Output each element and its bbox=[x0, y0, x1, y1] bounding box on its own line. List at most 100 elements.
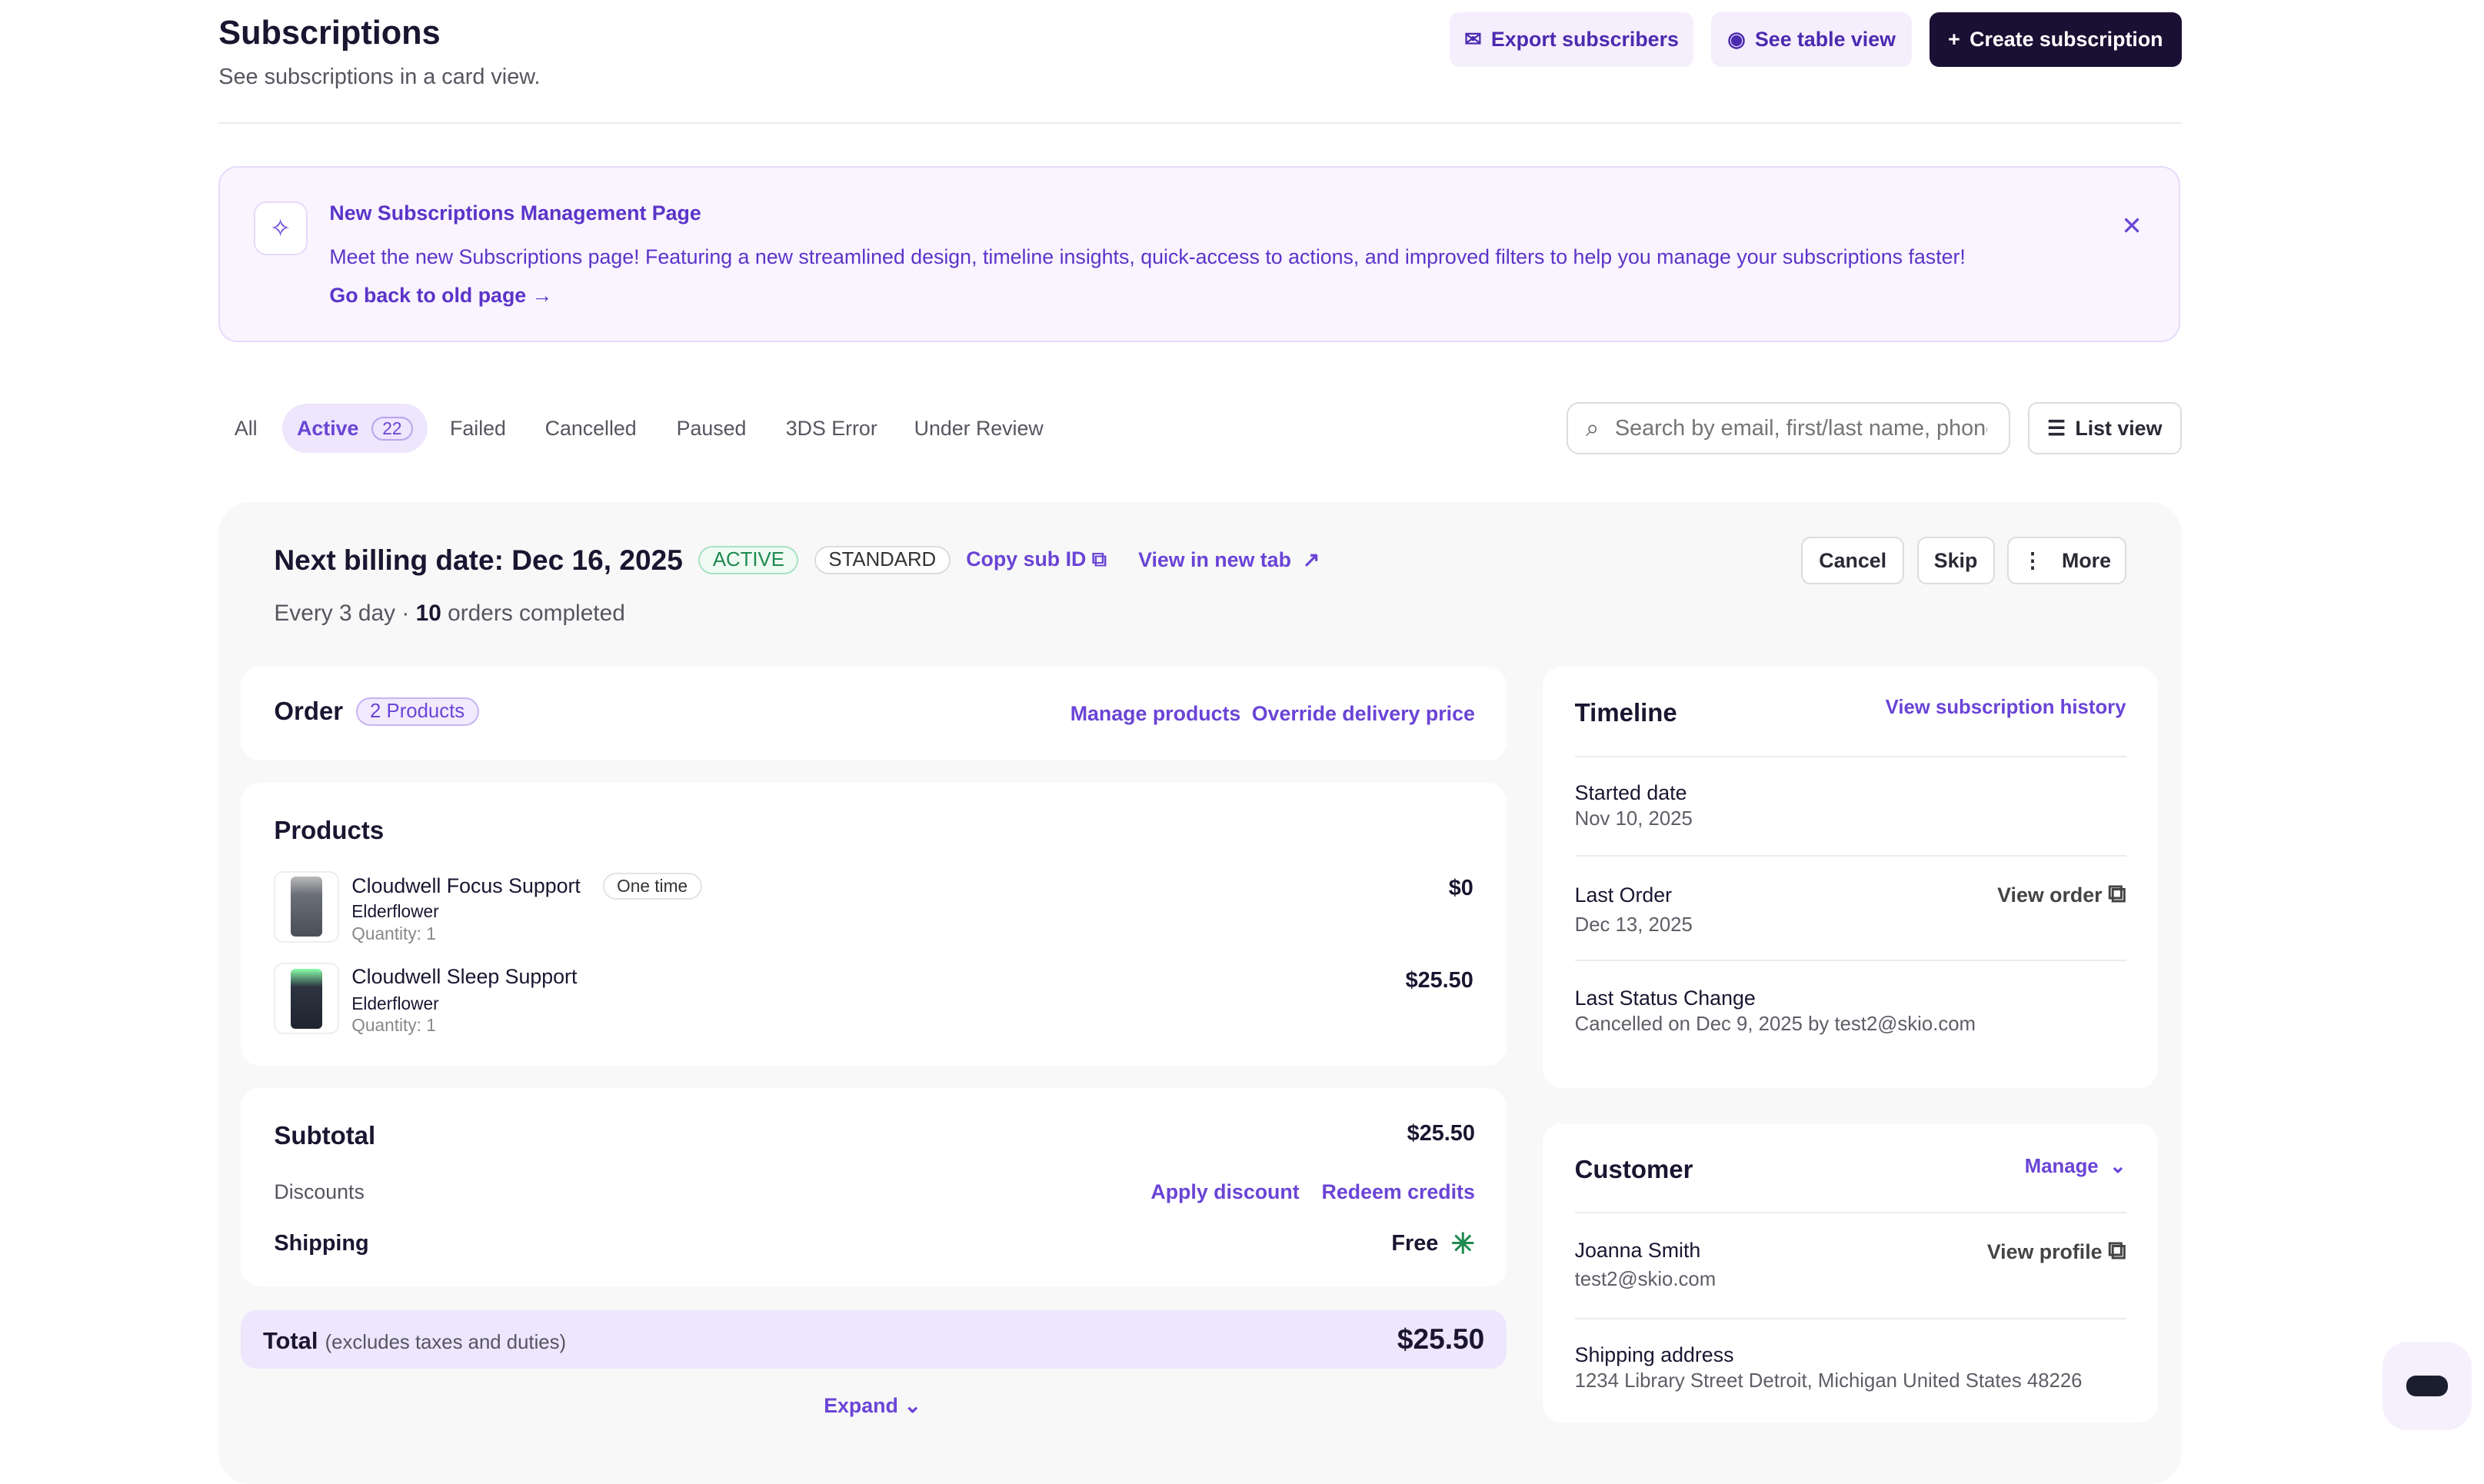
shipping-label: Shipping bbox=[274, 1230, 369, 1256]
products-count-badge: 2 Products bbox=[355, 697, 479, 726]
view-new-tab-link[interactable]: View in new tab ↗ bbox=[1138, 548, 1320, 572]
close-icon[interactable]: ✕ bbox=[2121, 211, 2143, 240]
more-button[interactable]: ⋮ More bbox=[2007, 537, 2126, 585]
frequency-line: Every 3 day · 10 orders completed bbox=[274, 600, 625, 626]
go-back-old-page-link[interactable]: Go back to old page → bbox=[329, 283, 553, 307]
product-image bbox=[274, 870, 339, 943]
banner-title: New Subscriptions Management Page bbox=[329, 201, 701, 225]
create-label: Create subscription bbox=[1970, 27, 2163, 51]
search-box[interactable]: ⌕ bbox=[1567, 402, 2011, 455]
chat-icon bbox=[2406, 1376, 2448, 1396]
tab-paused[interactable]: Paused bbox=[676, 416, 747, 440]
last-status-change: Cancelled on Dec 9, 2025 by test2@skio.c… bbox=[1574, 1013, 1976, 1036]
products-panel: Products Cloudwell Focus Support One time… bbox=[241, 782, 1507, 1066]
tab-all[interactable]: All bbox=[234, 416, 258, 440]
view-subscription-history-link[interactable]: View subscription history bbox=[1885, 697, 2126, 719]
chevron-down-icon: ⌄ bbox=[2109, 1155, 2126, 1177]
tab-under-review[interactable]: Under Review bbox=[914, 416, 1044, 440]
started-date-label: Started date bbox=[1574, 780, 1687, 804]
subtotal-panel: Subtotal $25.50 Discounts Apply discount… bbox=[241, 1088, 1507, 1286]
product-name: Cloudwell Sleep Support bbox=[351, 964, 578, 988]
list-view-label: List view bbox=[2075, 416, 2163, 440]
total-label: Total bbox=[262, 1327, 318, 1355]
subtotal-value: $25.50 bbox=[1407, 1121, 1475, 1146]
product-name: Cloudwell Focus Support bbox=[351, 874, 581, 898]
redeem-credits-link[interactable]: Redeem credits bbox=[1321, 1180, 1475, 1203]
tab-active[interactable]: Active 22 bbox=[281, 404, 428, 454]
view-order-label: View order bbox=[1997, 883, 2103, 907]
copy-sub-id-label: Copy sub ID bbox=[966, 547, 1087, 571]
skip-button[interactable]: Skip bbox=[1916, 537, 1995, 585]
product-variant: Elderflower bbox=[351, 901, 439, 922]
chevron-down-icon: ⌄ bbox=[904, 1393, 921, 1417]
create-subscription-button[interactable]: + Create subscription bbox=[1930, 12, 2182, 67]
total-bar: Total (excludes taxes and duties) $25.50 bbox=[241, 1309, 1507, 1369]
subtotal-label: Subtotal bbox=[274, 1121, 376, 1150]
total-value: $25.50 bbox=[1397, 1323, 1485, 1356]
total-note: (excludes taxes and duties) bbox=[325, 1332, 567, 1354]
expand-button[interactable]: Expand ⌄ bbox=[824, 1394, 921, 1418]
manage-label: Manage bbox=[2024, 1155, 2099, 1177]
started-date: Nov 10, 2025 bbox=[1574, 807, 1693, 830]
external-link-icon: ⧉ bbox=[2107, 879, 2126, 908]
manage-customer-button[interactable]: Manage ⌄ bbox=[2025, 1155, 2126, 1178]
status-badge: ACTIVE bbox=[698, 545, 799, 574]
export-label: Export subscribers bbox=[1490, 27, 1679, 51]
timeline-panel: Timeline View subscription history Start… bbox=[1543, 667, 2158, 1089]
more-label: More bbox=[2062, 548, 2111, 572]
chat-button[interactable] bbox=[2382, 1341, 2472, 1431]
timeline-title: Timeline bbox=[1574, 698, 1677, 727]
shipping-address: 1234 Library Street Detroit, Michigan Un… bbox=[1574, 1369, 2083, 1392]
orders-label: orders completed bbox=[448, 600, 625, 626]
apply-discount-link[interactable]: Apply discount bbox=[1150, 1180, 1300, 1203]
product-row: Cloudwell Sleep Support Elderflower Quan… bbox=[274, 961, 1473, 1040]
page-title: Subscriptions bbox=[218, 14, 441, 52]
product-variant: Elderflower bbox=[351, 993, 439, 1013]
product-image bbox=[274, 963, 339, 1035]
customer-title: Customer bbox=[1574, 1154, 1693, 1183]
copy-sub-id-link[interactable]: Copy sub ID ⧉ bbox=[966, 547, 1107, 572]
tab-active-count: 22 bbox=[371, 416, 413, 441]
tab-failed[interactable]: Failed bbox=[450, 416, 506, 440]
cancel-button[interactable]: Cancel bbox=[1801, 537, 1905, 585]
view-profile-link[interactable]: View profile ⧉ bbox=[1987, 1236, 2126, 1266]
product-price: $25.50 bbox=[1405, 967, 1473, 993]
shipping-value: Free bbox=[1391, 1231, 1439, 1256]
copy-icon: ⧉ bbox=[1091, 547, 1107, 571]
type-badge: STANDARD bbox=[814, 545, 951, 574]
product-price: $0 bbox=[1448, 876, 1473, 901]
banner-text: Meet the new Subscriptions page! Featuri… bbox=[329, 245, 1966, 269]
view-order-link[interactable]: View order ⧉ bbox=[1997, 879, 2126, 909]
tab-cancelled[interactable]: Cancelled bbox=[544, 416, 637, 440]
manage-products-link[interactable]: Manage products bbox=[1070, 701, 1241, 725]
customer-name: Joanna Smith bbox=[1574, 1238, 1701, 1262]
tab-3ds-error[interactable]: 3DS Error bbox=[785, 416, 877, 440]
search-icon: ⌕ bbox=[1585, 414, 1600, 441]
external-link-icon: ⧉ bbox=[2107, 1235, 2126, 1264]
order-title: Order bbox=[274, 697, 344, 726]
last-order-label: Last Order bbox=[1574, 883, 1673, 907]
plus-icon: + bbox=[1948, 27, 1960, 51]
view-profile-label: View profile bbox=[1986, 1239, 2103, 1263]
last-status-change-label: Last Status Change bbox=[1574, 987, 1756, 1010]
one-time-badge: One time bbox=[602, 873, 702, 900]
asterisk-icon: ✳ bbox=[1450, 1227, 1475, 1260]
search-input[interactable] bbox=[1611, 414, 1991, 443]
table-view-label: See table view bbox=[1754, 27, 1896, 51]
export-subscribers-button[interactable]: ✉ Export subscribers bbox=[1449, 12, 1694, 67]
sparkle-icon: ✧ bbox=[253, 201, 308, 255]
next-billing-date: Next billing date: Dec 16, 2025 bbox=[274, 543, 683, 576]
orders-count: 10 bbox=[415, 600, 441, 626]
tab-active-label: Active bbox=[297, 416, 359, 440]
customer-panel: Customer Manage ⌄ Joanna Smith test2@ski… bbox=[1543, 1123, 2158, 1422]
override-delivery-price-link[interactable]: Override delivery price bbox=[1251, 701, 1475, 725]
list-view-button[interactable]: ☰ List view bbox=[2027, 402, 2182, 455]
last-order-date: Dec 13, 2025 bbox=[1574, 913, 1693, 936]
discounts-label: Discounts bbox=[274, 1180, 365, 1203]
page-subtitle: See subscriptions in a card view. bbox=[218, 65, 541, 90]
see-table-view-button[interactable]: ◉ See table view bbox=[1710, 12, 1913, 67]
product-row: Cloudwell Focus Support One time Elderflo… bbox=[274, 870, 1473, 949]
product-quantity: Quantity: 1 bbox=[351, 923, 436, 943]
product-quantity: Quantity: 1 bbox=[351, 1015, 436, 1036]
expand-label: Expand bbox=[824, 1393, 898, 1417]
